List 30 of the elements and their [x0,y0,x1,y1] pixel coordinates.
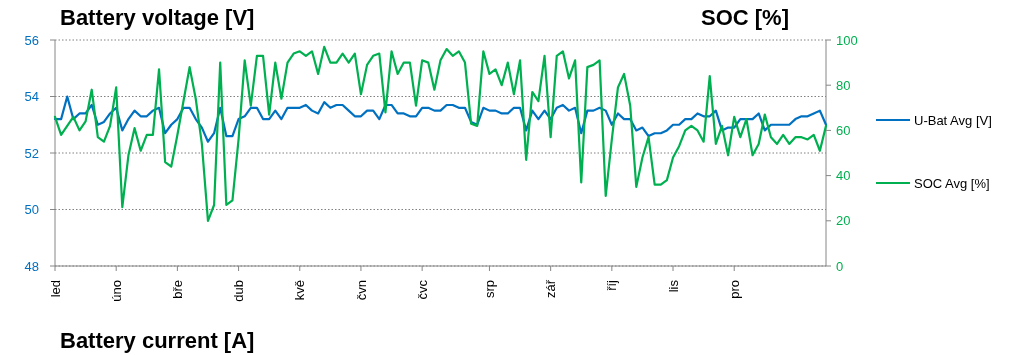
y-tick-label: 56 [24,32,39,48]
x-tick-label: čvc [414,279,430,300]
line-series [53,45,828,222]
y2-tick-label: 0 [836,258,844,274]
x-tick-label: zář [543,279,559,299]
y-tick-label: 50 [24,202,39,218]
x-tick-label: pro [726,280,742,299]
x-tick-label: led [47,280,63,298]
x-tick-label: bře [169,280,185,299]
y-tick-label: 48 [24,258,39,274]
y2-tick-label: 80 [836,77,851,93]
x-tick-label: srp [482,280,497,299]
x-tick-label: kvě [292,280,308,301]
y2-tick-label: 100 [836,32,858,48]
y-tick-label: 52 [24,145,39,161]
chart-title: Battery voltage [V] [60,5,255,30]
x-tick-label: říj [604,279,620,291]
line-series [53,95,828,143]
y2-tick-label: 20 [836,213,851,229]
text: Battery current [A] [60,328,255,353]
y2-tick-label: 60 [836,122,851,138]
y2-tick-label: 40 [836,168,851,184]
legend-label: U-Bat Avg [V] [914,112,992,128]
y-tick-label: 54 [24,89,39,105]
legend-label: SOC Avg [%] [914,175,990,191]
x-tick-label: dub [231,280,247,302]
x-tick-label: úno [108,280,124,302]
y2-axis-title: SOC [%] [701,5,789,30]
x-tick-label: čvn [353,280,369,301]
x-tick-label: lis [665,279,681,293]
